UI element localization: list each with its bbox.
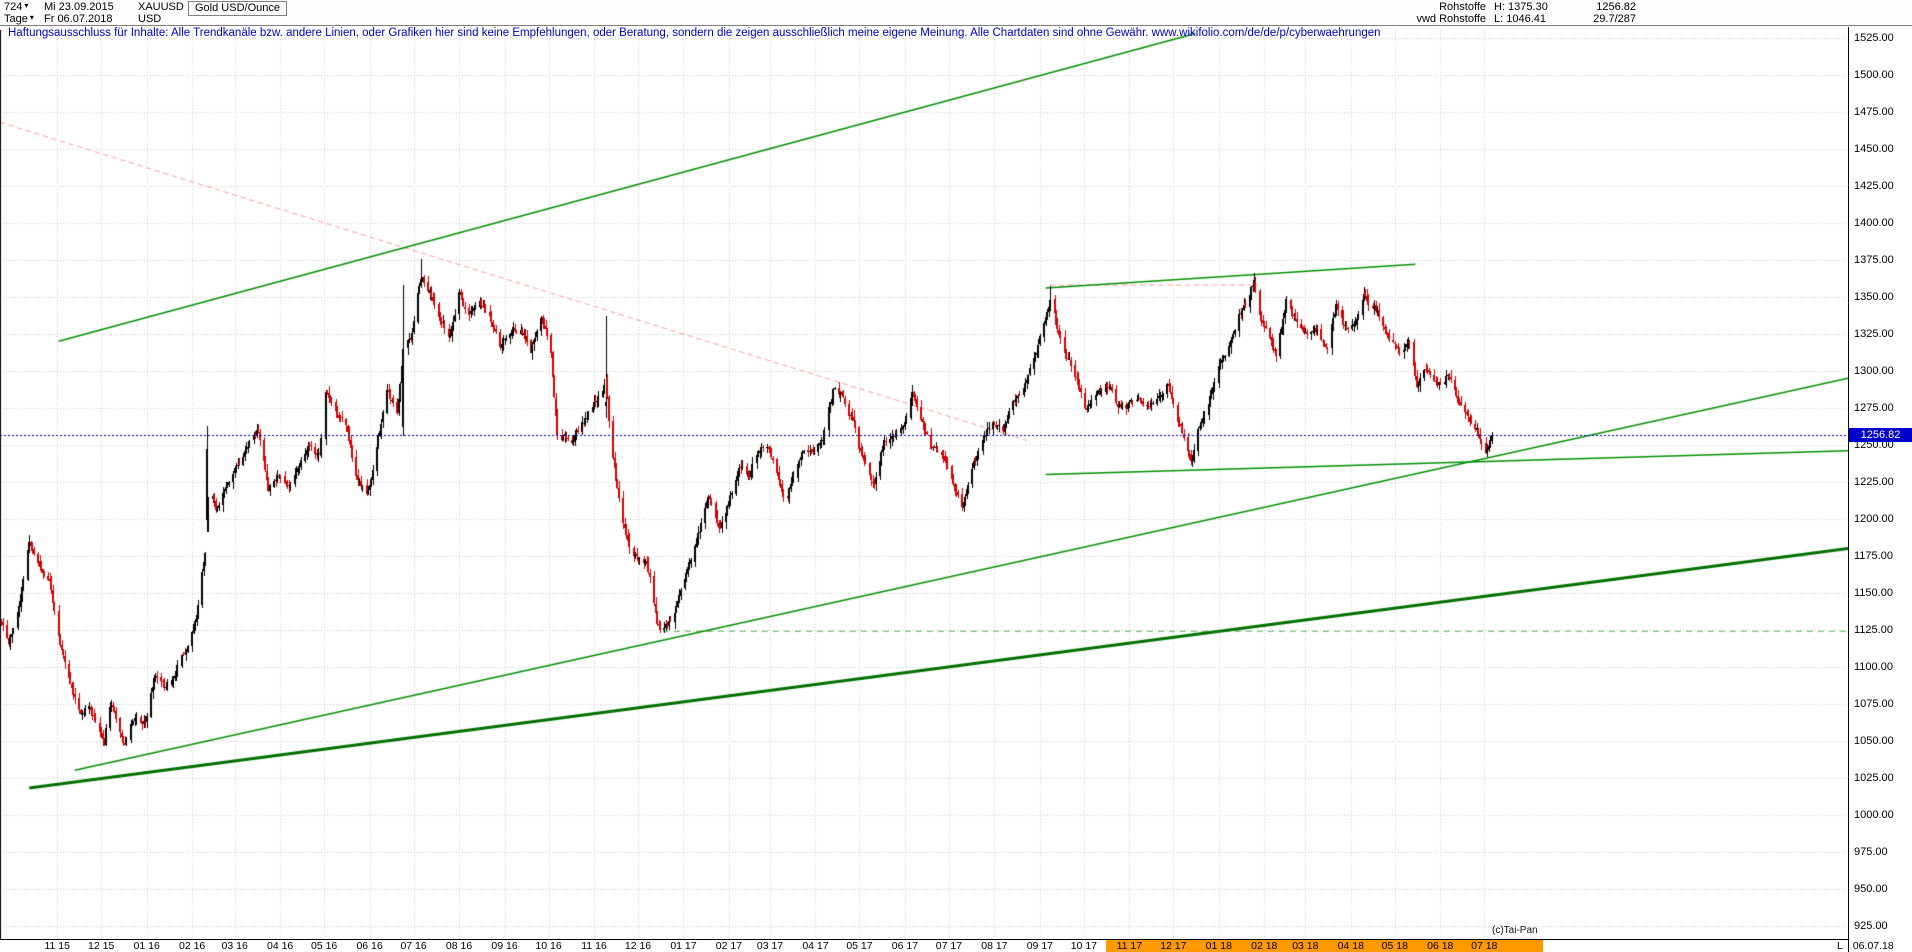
price-axis-label: 1250.00: [1854, 438, 1894, 451]
chart-area: Haftungsausschluss für Inhalte: Alle Tre…: [0, 27, 1912, 952]
price-axis-label: 1350.00: [1854, 290, 1894, 303]
copyright-label: (c)Tai-Pan: [1492, 925, 1538, 936]
last-value: 1256.82: [1596, 1, 1636, 13]
price-axis-label: 1475.00: [1854, 105, 1894, 118]
quote-info-panel: Rohstoffe H: 1375.30 1256.82 vwd Rohstof…: [1402, 1, 1636, 25]
month-axis-label: 02 17: [715, 940, 743, 952]
bars-count-dropdown[interactable]: 724 ▾: [4, 1, 38, 13]
chevron-down-icon: ▾: [24, 1, 29, 10]
month-axis-label: 04 16: [266, 940, 294, 952]
last-date-value: 06.07.18: [1852, 940, 1894, 952]
end-date-field[interactable]: Fr 06.07.2018: [44, 13, 113, 25]
month-axis-label: 07 16: [400, 940, 427, 952]
month-axis-label: 02 18: [1251, 940, 1278, 952]
price-axis-label: 1050.00: [1854, 734, 1894, 747]
month-axis-label: 09 17: [1026, 940, 1053, 952]
price-axis-label: 1175.00: [1854, 549, 1893, 562]
month-axis-label: 08 17: [981, 940, 1008, 952]
highlight-period-bar: [1105, 940, 1543, 952]
month-axis-label: 06 18: [1427, 940, 1454, 952]
price-axis-label: 1325.00: [1854, 327, 1894, 340]
price-axis-label: 1375.00: [1854, 253, 1894, 266]
last-date-label: L 06.07.18: [1837, 940, 1894, 952]
category-label: Rohstoffe: [1439, 1, 1486, 13]
month-axis-label: 09 16: [491, 940, 518, 952]
price-axis-label: 1000.00: [1854, 808, 1894, 821]
month-axis-label: 03 18: [1292, 940, 1319, 952]
date-axis: 11 15 12 15 01 16 02 16 03 16 04 16 05 16 06 16…: [0, 940, 1848, 952]
month-axis-label: 11 17: [1116, 940, 1143, 952]
candlestick-chart-canvas[interactable]: [0, 30, 1848, 939]
month-axis-label: 04 17: [802, 940, 829, 952]
chart-settings-group: 724 ▾ Mi 23.09.2015 XAUUSD Tage ▾ Fr 06.07…: [4, 1, 188, 25]
price-axis-label: 1200.00: [1854, 512, 1894, 525]
chevron-down-icon: ▾: [29, 13, 34, 22]
axis-divider-horizontal: [0, 939, 1849, 940]
price-axis-label: 1500.00: [1854, 68, 1894, 81]
month-axis-label: 08 16: [445, 940, 473, 952]
price-axis-label: 1525.00: [1854, 31, 1894, 44]
chart-toolbar: 724 ▾ Mi 23.09.2015 XAUUSD Tage ▾ Fr 06.07…: [0, 0, 1912, 26]
month-axis-label: 12 17: [1160, 940, 1187, 952]
month-axis-label: 05 18: [1381, 940, 1408, 952]
month-axis-label: 02 16: [178, 940, 206, 952]
month-axis-label: 06 16: [356, 940, 383, 952]
month-axis-label: 07 17: [935, 940, 963, 952]
provider-label: vwd Rohstoffe: [1416, 13, 1486, 25]
last-price-badge: 1256.82: [1849, 427, 1912, 442]
month-axis-label: 06 17: [891, 940, 919, 952]
month-axis-label: 04 18: [1337, 940, 1364, 952]
month-axis-label: 03 17: [756, 940, 784, 952]
price-axis-label: 1300.00: [1854, 364, 1894, 377]
instrument-name-field[interactable]: Gold USD/Ounce: [188, 1, 287, 16]
price-axis-label: 1425.00: [1854, 179, 1894, 192]
month-axis-label: 01 16: [133, 940, 160, 952]
month-axis-label: 05 17: [846, 940, 873, 952]
currency-label: USD: [138, 13, 162, 25]
timeframe-dropdown[interactable]: Tage ▾: [4, 13, 38, 25]
price-axis-label: 1450.00: [1854, 142, 1894, 155]
axis-divider-vertical: [1848, 27, 1849, 952]
price-axis: 1256.82 1525.00 1500.00 1475.00 1450.00 1425…: [1849, 27, 1912, 952]
price-axis-label: 975.00: [1854, 845, 1888, 858]
bars-count-value: 724: [4, 1, 23, 13]
month-axis-label: 12 16: [624, 940, 652, 952]
month-axis-label: 01 17: [670, 940, 697, 952]
month-axis-label: 03 16: [221, 940, 248, 952]
price-axis-label: 1400.00: [1854, 216, 1894, 229]
price-axis-label: 1075.00: [1854, 697, 1894, 710]
high-value: H: 1375.30: [1494, 1, 1548, 13]
month-axis-label: 11 16: [581, 940, 607, 952]
last-date-prefix: L: [1837, 940, 1843, 952]
price-axis-label: 1100.00: [1854, 660, 1893, 673]
month-axis-label: 01 18: [1205, 940, 1232, 952]
month-axis-label: 12 15: [88, 940, 115, 952]
month-axis-label: 10 16: [535, 940, 562, 952]
low-value: L: 1046.41: [1494, 13, 1546, 25]
range-value: 29.7/287: [1593, 13, 1636, 25]
timeframe-value: Tage: [4, 13, 28, 25]
disclaimer-text: Haftungsausschluss für Inhalte: Alle Tre…: [8, 27, 1381, 39]
price-axis-label: 1025.00: [1854, 771, 1894, 784]
month-axis-label: 07 18: [1471, 940, 1498, 952]
price-axis-label: 950.00: [1854, 882, 1888, 895]
price-axis-label: 925.00: [1854, 919, 1888, 932]
month-axis-label: 11 15: [44, 940, 70, 952]
price-axis-label: 1225.00: [1854, 475, 1894, 488]
month-axis-label: 10 17: [1070, 940, 1097, 952]
price-axis-label: 1150.00: [1854, 586, 1893, 599]
symbol-label: XAUUSD: [138, 1, 184, 13]
start-date-field[interactable]: Mi 23.09.2015: [44, 1, 114, 13]
price-axis-label: 1125.00: [1854, 623, 1893, 636]
price-axis-label: 1275.00: [1854, 401, 1894, 414]
month-axis-label: 05 16: [310, 940, 338, 952]
